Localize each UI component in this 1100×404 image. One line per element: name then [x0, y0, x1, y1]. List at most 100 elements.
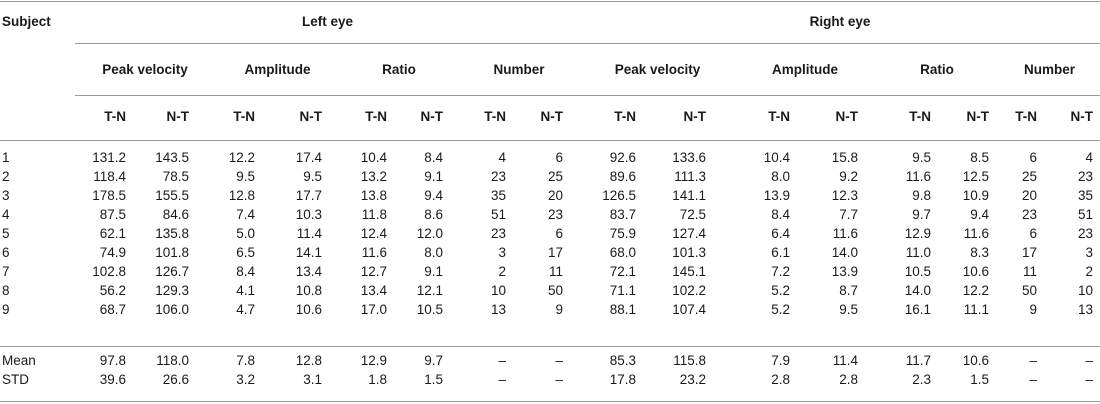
summary-row-cell: 85.3 — [609, 353, 636, 368]
table-row-cell: 10.6 — [962, 264, 989, 279]
table-row-cell: 13.9 — [763, 188, 790, 203]
subcol-header: T-N — [1015, 109, 1037, 124]
table-row-cell: 8.6 — [424, 207, 443, 222]
subcol-header: T-N — [484, 109, 506, 124]
table-row-cell: 101.8 — [155, 245, 189, 260]
subcol-header: T-N — [909, 109, 931, 124]
table-row-cell: 9.4 — [970, 207, 989, 222]
table-row-cell: 10 — [1077, 283, 1093, 298]
table-row-label: 1 — [2, 150, 10, 165]
table-row-cell: 10.6 — [295, 302, 322, 317]
table-row-cell: 25 — [1021, 169, 1037, 184]
table-row-cell: 10 — [490, 283, 506, 298]
table-row-cell: 3 — [498, 245, 506, 260]
summary-row-cell: – — [555, 372, 563, 387]
table-row-cell: 6 — [555, 226, 563, 241]
group-header: Ratio — [382, 62, 416, 77]
table-row-cell: 13 — [490, 302, 506, 317]
table-row-cell: 126.7 — [155, 264, 189, 279]
table-row-cell: 10.4 — [360, 150, 387, 165]
group-header: Number — [1023, 62, 1075, 77]
summary-row-cell: – — [1029, 353, 1037, 368]
table-row-cell: 9.5 — [236, 169, 255, 184]
table-row-cell: 6.4 — [771, 226, 790, 241]
table-row-cell: 8.4 — [236, 264, 255, 279]
summary-rule — [0, 346, 1100, 347]
group-header: Peak velocity — [102, 62, 188, 77]
table-row-cell: 145.1 — [672, 264, 706, 279]
bottom-rule — [0, 401, 1100, 402]
table-row-cell: 12.1 — [416, 283, 443, 298]
table-row-cell: 13.4 — [295, 264, 322, 279]
table-row-cell: 25 — [547, 169, 563, 184]
table-row-cell: 8.7 — [839, 283, 858, 298]
table-row-cell: 141.1 — [672, 188, 706, 203]
table-row-cell: 6.5 — [236, 245, 255, 260]
table-row-cell: 129.3 — [155, 283, 189, 298]
table-row-cell: 13.2 — [360, 169, 387, 184]
table-row-cell: 6 — [1029, 150, 1037, 165]
summary-row-cell: 1.5 — [424, 372, 443, 387]
table-row-cell: 11.4 — [296, 226, 322, 241]
summary-row-cell: 7.8 — [236, 353, 255, 368]
summary-row-cell: 97.8 — [99, 353, 126, 368]
table-row-cell: 72.5 — [679, 207, 706, 222]
subcol-header: T-N — [233, 109, 255, 124]
table-row-cell: 23 — [490, 226, 506, 241]
summary-row-cell: 26.6 — [162, 372, 189, 387]
subcol-header: N-T — [1070, 109, 1094, 124]
left-eye-header: Left eye — [301, 14, 354, 29]
subcol-header: T-N — [365, 109, 387, 124]
table-row-cell: 107.4 — [672, 302, 706, 317]
summary-row-cell: – — [498, 353, 506, 368]
table-row-cell: 92.6 — [609, 150, 636, 165]
summary-row-cell: 11.7 — [905, 353, 931, 368]
table-row-cell: 8.5 — [970, 150, 989, 165]
table-row-cell: 4.1 — [236, 283, 255, 298]
table-row-cell: 9 — [1029, 302, 1037, 317]
table-row-cell: 35 — [490, 188, 506, 203]
subcol-header: T-N — [768, 109, 790, 124]
table-row-cell: 87.5 — [99, 207, 126, 222]
table-row-cell: 8.0 — [424, 245, 443, 260]
table-row-cell: 17 — [547, 245, 563, 260]
table-row-cell: 10.4 — [763, 150, 790, 165]
table-row-cell: 10.5 — [416, 302, 443, 317]
table-row-cell: 102.2 — [672, 283, 706, 298]
table-row-cell: 131.2 — [92, 150, 126, 165]
table-row-cell: 8.3 — [970, 245, 989, 260]
table-row-label: 3 — [2, 188, 10, 203]
table-row-cell: 15.8 — [831, 150, 858, 165]
table-row-cell: 6 — [555, 150, 563, 165]
table-row-label: 9 — [2, 302, 10, 317]
table-row-cell: 17.7 — [295, 188, 322, 203]
table-row-cell: 8.4 — [771, 207, 790, 222]
table-row-cell: 126.5 — [602, 188, 636, 203]
summary-row-cell: – — [1085, 372, 1093, 387]
table-row-cell: 11.8 — [361, 207, 387, 222]
subcol-header: N-T — [683, 109, 707, 124]
table-row-cell: 143.5 — [155, 150, 189, 165]
table-row-cell: 11 — [548, 264, 563, 279]
subcol-header: N-T — [835, 109, 859, 124]
group-header: Amplitude — [244, 62, 311, 77]
table-row-cell: 23 — [1077, 169, 1093, 184]
table-row-cell: 12.9 — [904, 226, 931, 241]
table-row-cell: 4.7 — [236, 302, 255, 317]
table-row-cell: 5.0 — [236, 226, 255, 241]
subcol-header: N-T — [966, 109, 990, 124]
summary-row-label: STD — [2, 372, 29, 387]
summary-row-cell: 12.8 — [295, 353, 322, 368]
table-row-cell: 11.0 — [905, 245, 931, 260]
table-row-cell: 9.8 — [912, 188, 931, 203]
table-row-cell: 2 — [1085, 264, 1093, 279]
table-row-cell: 20 — [547, 188, 563, 203]
table-row-cell: 20 — [1021, 188, 1037, 203]
table-row-label: 4 — [2, 207, 10, 222]
table-row-cell: 74.9 — [99, 245, 126, 260]
table-row-cell: 51 — [1077, 207, 1093, 222]
table-row-cell: 72.1 — [609, 264, 636, 279]
group-header: Number — [493, 62, 545, 77]
eye-header-rule — [75, 43, 1100, 44]
subcol-header: N-T — [540, 109, 564, 124]
